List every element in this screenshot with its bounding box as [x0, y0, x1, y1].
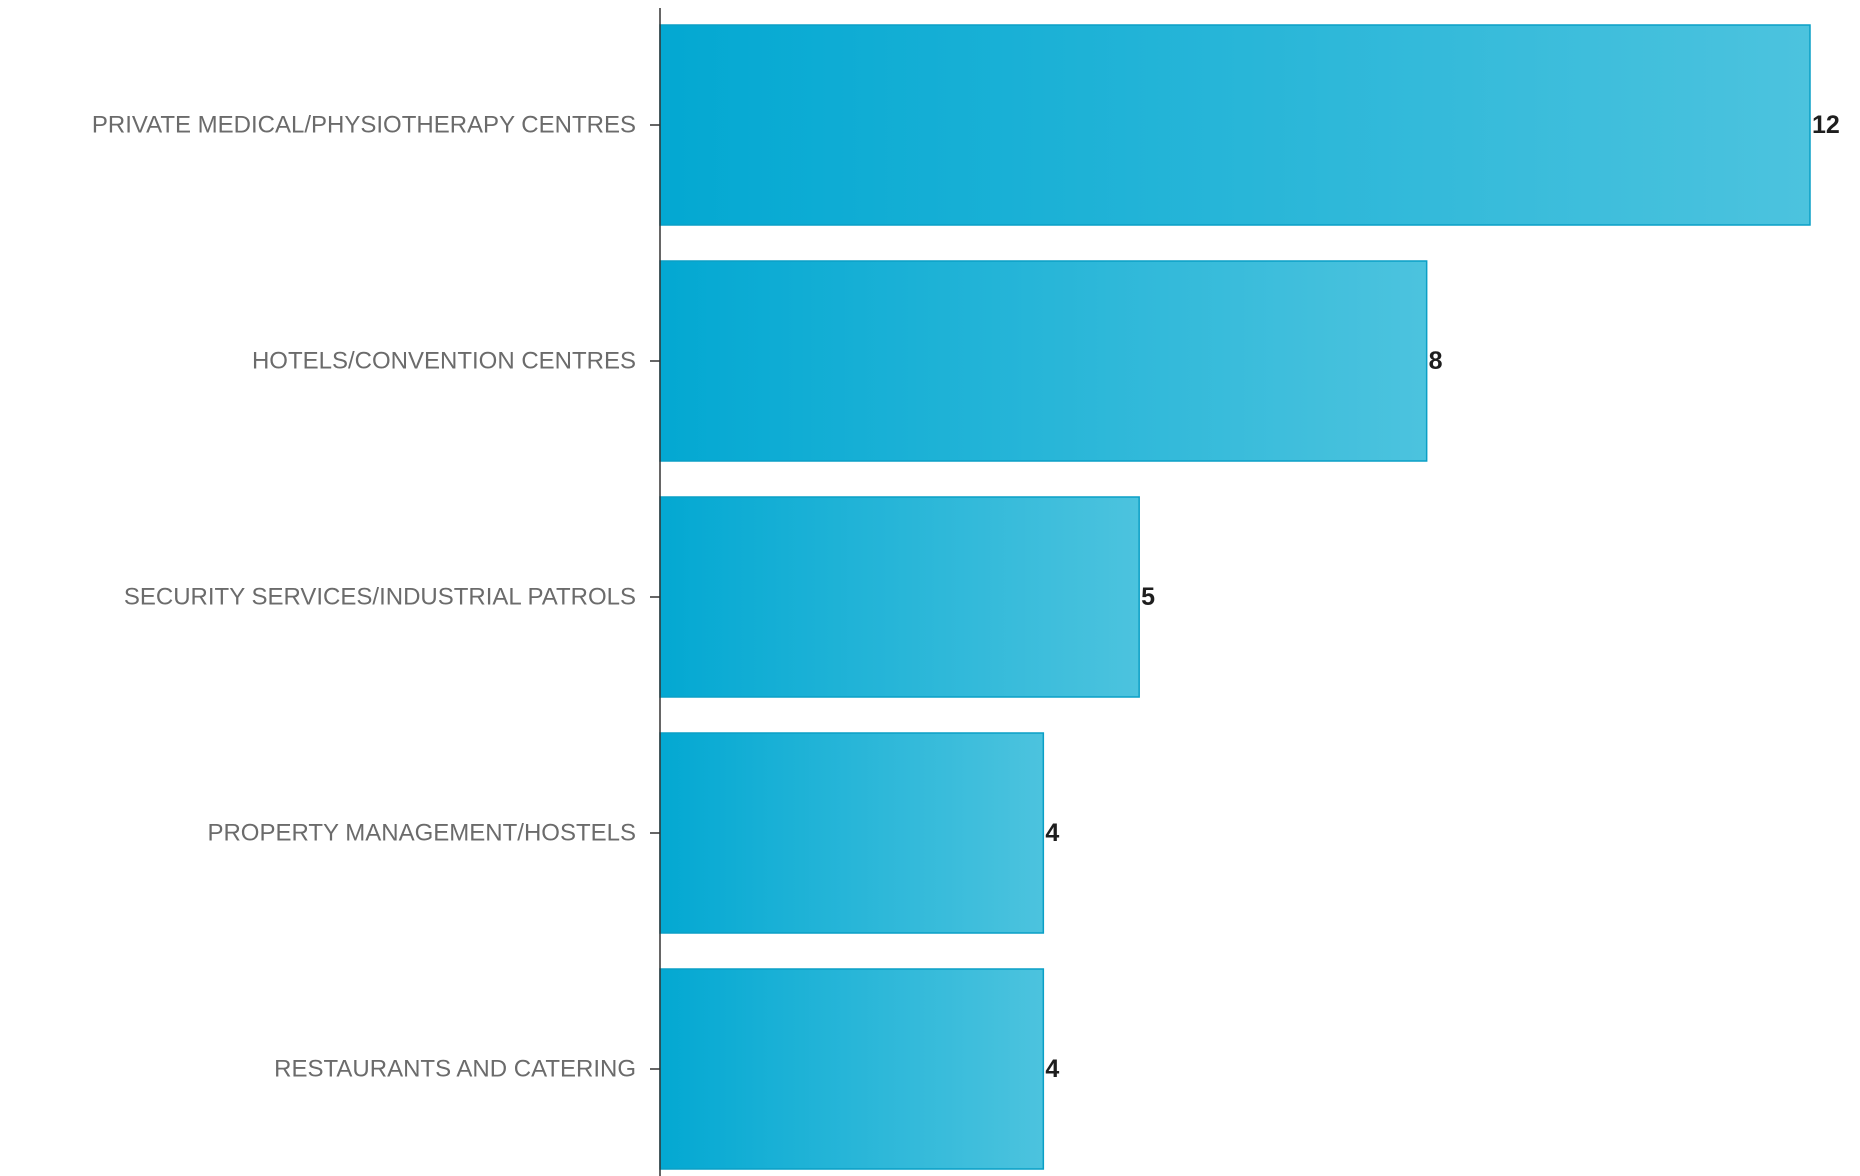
category-labels: PRIVATE MEDICAL/PHYSIOTHERAPY CENTRES HOT… [92, 112, 636, 1083]
category-label: PROPERTY MANAGEMENT/HOSTELS [207, 820, 636, 847]
value-label: 12 [1812, 111, 1840, 139]
category-label: HOTELS/CONVENTION CENTRES [252, 348, 636, 375]
bar [659, 24, 1811, 226]
bar [659, 496, 1140, 698]
bar [659, 968, 1045, 1170]
bar [659, 260, 1428, 462]
category-label: RESTAURANTS AND CATERING [274, 1056, 636, 1083]
value-label: 8 [1429, 347, 1443, 375]
value-label: 4 [1045, 1055, 1059, 1083]
category-label: PRIVATE MEDICAL/PHYSIOTHERAPY CENTRES [92, 112, 636, 139]
value-label: 4 [1045, 819, 1059, 847]
category-label: SECURITY SERVICES/INDUSTRIAL PATROLS [124, 584, 636, 611]
bars-group [659, 24, 1811, 1170]
bar [659, 732, 1045, 934]
value-label: 5 [1141, 583, 1155, 611]
value-labels: 12 8 5 4 4 [1045, 111, 1839, 1083]
tick-group [650, 124, 660, 1070]
